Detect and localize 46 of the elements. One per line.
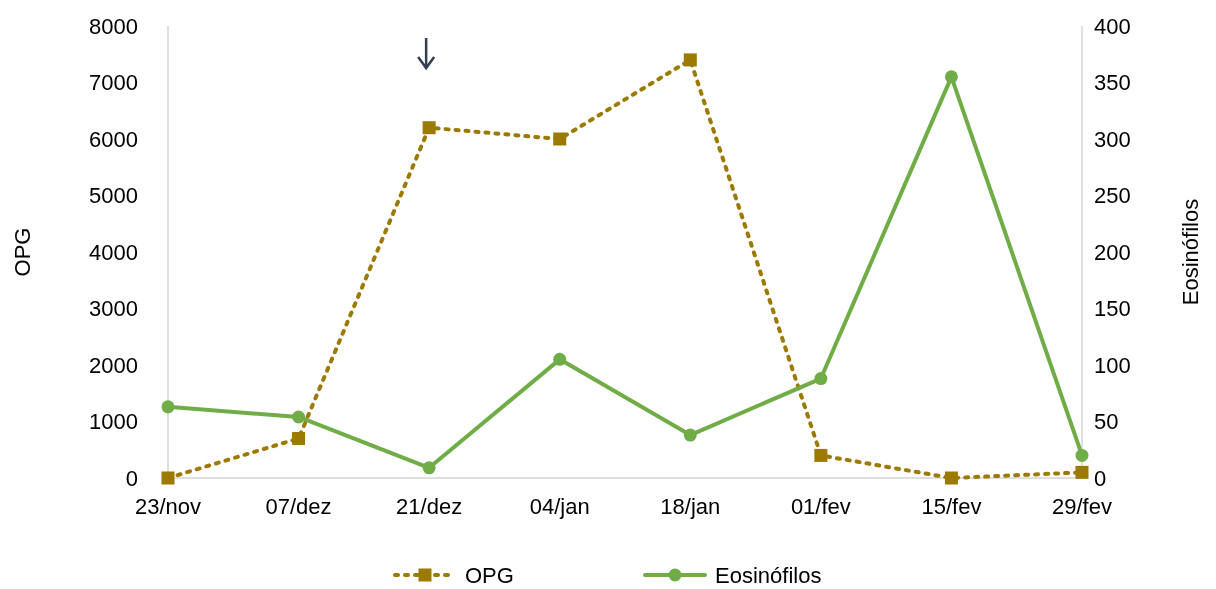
y-tick-label: 7000 (89, 70, 138, 96)
y2-tick-label: 400 (1094, 13, 1131, 39)
x-tick-label: 18/jan (660, 494, 721, 519)
y-axis-title: OPG (10, 227, 35, 277)
x-tick-label: 01/fev (790, 494, 851, 519)
point (1075, 465, 1089, 479)
y-tick-label: 4000 (89, 239, 138, 265)
y2-tick-label: 150 (1094, 296, 1131, 322)
point (814, 448, 828, 462)
point (944, 70, 958, 84)
y-tick-label: 3000 (89, 296, 138, 322)
point (553, 132, 567, 146)
x-tick-label: 23/nov (134, 494, 202, 519)
y2-tick-label: 300 (1094, 126, 1131, 152)
point (422, 121, 436, 135)
point (683, 53, 697, 67)
y2-tick-label: 50 (1094, 409, 1119, 435)
legend-label: OPG (465, 562, 514, 588)
y2-tick-label: 250 (1094, 183, 1131, 209)
point (292, 410, 306, 424)
y2-tick-label: 100 (1094, 352, 1131, 378)
y2-tick-label: 350 (1094, 70, 1131, 96)
x-tick-label: 07/dez (265, 494, 332, 519)
point (553, 352, 567, 366)
y2-tick-label: 200 (1094, 239, 1131, 265)
x-tick-label: 15/fev (921, 494, 982, 519)
y-tick-label: 2000 (89, 352, 138, 378)
point (161, 400, 175, 414)
y2-tick-label: 0 (1094, 465, 1107, 491)
point (161, 471, 175, 485)
y-tick-label: 6000 (89, 126, 138, 152)
y2-axis-title: Eosinófilos (1178, 198, 1203, 306)
x-tick-label: 21/dez (396, 494, 463, 519)
y-tick-label: 1000 (89, 409, 138, 435)
y-tick-label: 5000 (89, 183, 138, 209)
y-tick-label: 8000 (89, 13, 138, 39)
y-tick-label: 0 (125, 465, 138, 491)
point (683, 428, 697, 442)
legend-label: Eosinófilos (715, 562, 822, 588)
point (1075, 448, 1089, 462)
x-tick-label: 29/fev (1052, 494, 1112, 519)
point (422, 461, 436, 475)
point (814, 372, 828, 386)
x-tick-label: 04/jan (529, 494, 590, 519)
point (944, 471, 958, 485)
point (292, 431, 306, 445)
